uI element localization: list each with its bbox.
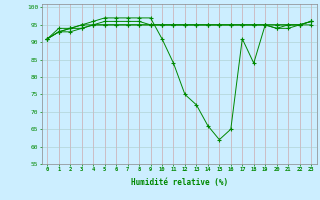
X-axis label: Humidité relative (%): Humidité relative (%)	[131, 178, 228, 187]
